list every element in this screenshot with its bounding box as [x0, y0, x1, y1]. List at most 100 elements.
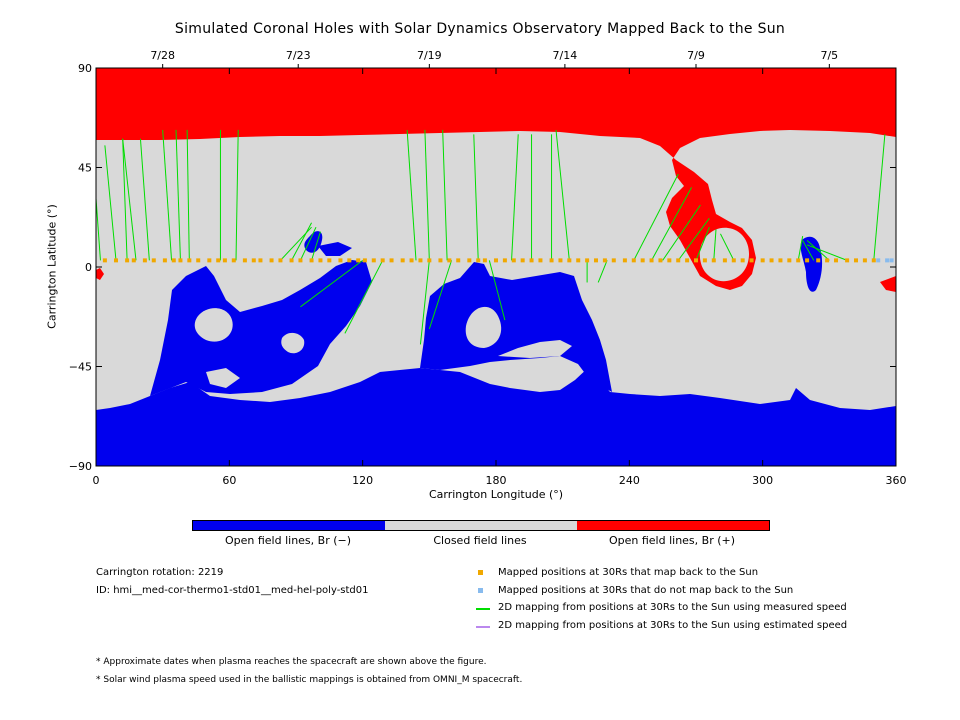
field-line — [806, 244, 848, 261]
field-line — [122, 138, 137, 261]
mapped-point — [871, 258, 876, 263]
date-label: 7/9 — [687, 49, 705, 62]
not-mapped-point — [876, 258, 881, 263]
legend-label-mapped: Mapped positions at 30Rs that map back t… — [498, 567, 759, 578]
mapped-point — [338, 258, 343, 263]
mapped-point — [862, 258, 867, 263]
coronal-hole-map: 0 60 120 180 240 300 360 90 45 0 −45 −90 7/28 7/23 7/1… — [69, 49, 907, 487]
field-line — [713, 229, 717, 261]
note-speed: * Solar wind plasma speed used in the ba… — [96, 675, 523, 685]
legend-marker-estimated — [476, 626, 490, 628]
mapped-point — [520, 258, 525, 263]
mapped-point — [816, 258, 821, 263]
field-line — [802, 240, 815, 261]
y-tick-label: 90 — [78, 62, 92, 75]
positive-coronal-hole — [880, 276, 896, 292]
field-line — [597, 260, 608, 283]
field-line — [311, 231, 321, 261]
mapped-point — [667, 258, 672, 263]
mapped-point — [676, 258, 681, 263]
mapped-point — [187, 258, 192, 263]
legend-label-not-mapped: Mapped positions at 30Rs that do not map… — [498, 585, 794, 596]
field-line — [797, 235, 804, 261]
mapped-point — [825, 258, 830, 263]
mapped-point — [178, 258, 183, 263]
field-line — [511, 134, 519, 261]
mapped-point — [760, 258, 765, 263]
mapped-point — [576, 258, 581, 263]
mapped-point — [622, 258, 627, 263]
x-tick-label: 360 — [886, 474, 907, 487]
field-line — [162, 129, 173, 261]
x-tick-label: 60 — [222, 474, 236, 487]
mapped-point — [456, 258, 461, 263]
mapped-point — [298, 258, 303, 263]
mapped-point — [318, 258, 323, 263]
mapped-point — [694, 258, 698, 263]
closed-island — [206, 368, 240, 388]
x-tick-label: 0 — [93, 474, 100, 487]
mapped-point — [438, 258, 443, 263]
x-tick-label: 180 — [486, 474, 507, 487]
field-line — [473, 134, 479, 261]
mapped-point — [371, 258, 376, 263]
colorbar-label-closed: Closed field lines — [433, 534, 527, 547]
positive-polar-cap — [96, 68, 896, 290]
mapped-point — [494, 258, 498, 263]
mapped-point — [778, 258, 783, 263]
mapped-point — [125, 258, 130, 263]
mapped-point — [585, 258, 590, 263]
legend-marker-not-mapped — [478, 588, 483, 593]
y-tick-label: 0 — [85, 261, 92, 274]
date-label: 7/14 — [553, 49, 578, 62]
date-label: 7/19 — [417, 49, 442, 62]
note-dates: * Approximate dates when plasma reaches … — [96, 657, 487, 667]
mapped-point — [269, 258, 274, 263]
field-line — [300, 259, 363, 308]
x-axis-label: Carrington Longitude (°) — [428, 488, 564, 501]
mapped-point — [207, 258, 212, 263]
mapped-point — [467, 258, 472, 263]
field-line — [175, 129, 181, 261]
mapped-point — [549, 258, 554, 263]
mapped-point — [502, 258, 507, 263]
field-line — [104, 145, 117, 261]
field-line — [662, 204, 701, 261]
mapped-point — [796, 258, 801, 263]
field-line — [695, 227, 710, 261]
mapped-point — [529, 258, 534, 263]
y-tick-label: 45 — [78, 162, 92, 175]
field-line — [344, 260, 384, 334]
mapped-point — [749, 258, 754, 263]
legend-marker-measured — [476, 608, 490, 610]
colorbar-positive — [577, 521, 769, 530]
date-label: 7/28 — [150, 49, 175, 62]
mapped-point — [171, 258, 176, 263]
colorbar — [192, 520, 770, 531]
negative-coronal-hole — [420, 262, 612, 392]
negative-coronal-hole — [800, 236, 823, 292]
not-mapped-point — [889, 258, 894, 263]
field-line — [442, 129, 448, 261]
mapped-point — [162, 258, 167, 263]
mapped-point — [389, 258, 394, 263]
mapped-point — [594, 258, 598, 263]
field-line — [186, 129, 190, 261]
mapped-point — [731, 258, 736, 263]
mapped-point — [362, 258, 367, 263]
mapped-point — [347, 258, 352, 263]
mapped-point — [631, 258, 636, 263]
mapped-point — [558, 258, 563, 263]
legend-marker-mapped — [478, 570, 483, 575]
legend-label-measured: 2D mapping from positions at 30Rs to the… — [498, 602, 847, 613]
x-tick-label: 120 — [352, 474, 373, 487]
colorbar-label-negative: Open field lines, Br (−) — [224, 534, 352, 547]
mapped-point — [196, 258, 201, 263]
mapped-point — [722, 258, 727, 263]
closed-island — [498, 340, 572, 358]
mapped-point — [131, 258, 136, 263]
field-line — [806, 240, 830, 261]
mapped-point — [278, 258, 283, 263]
mapped-point — [511, 258, 516, 263]
field-line — [677, 218, 710, 261]
